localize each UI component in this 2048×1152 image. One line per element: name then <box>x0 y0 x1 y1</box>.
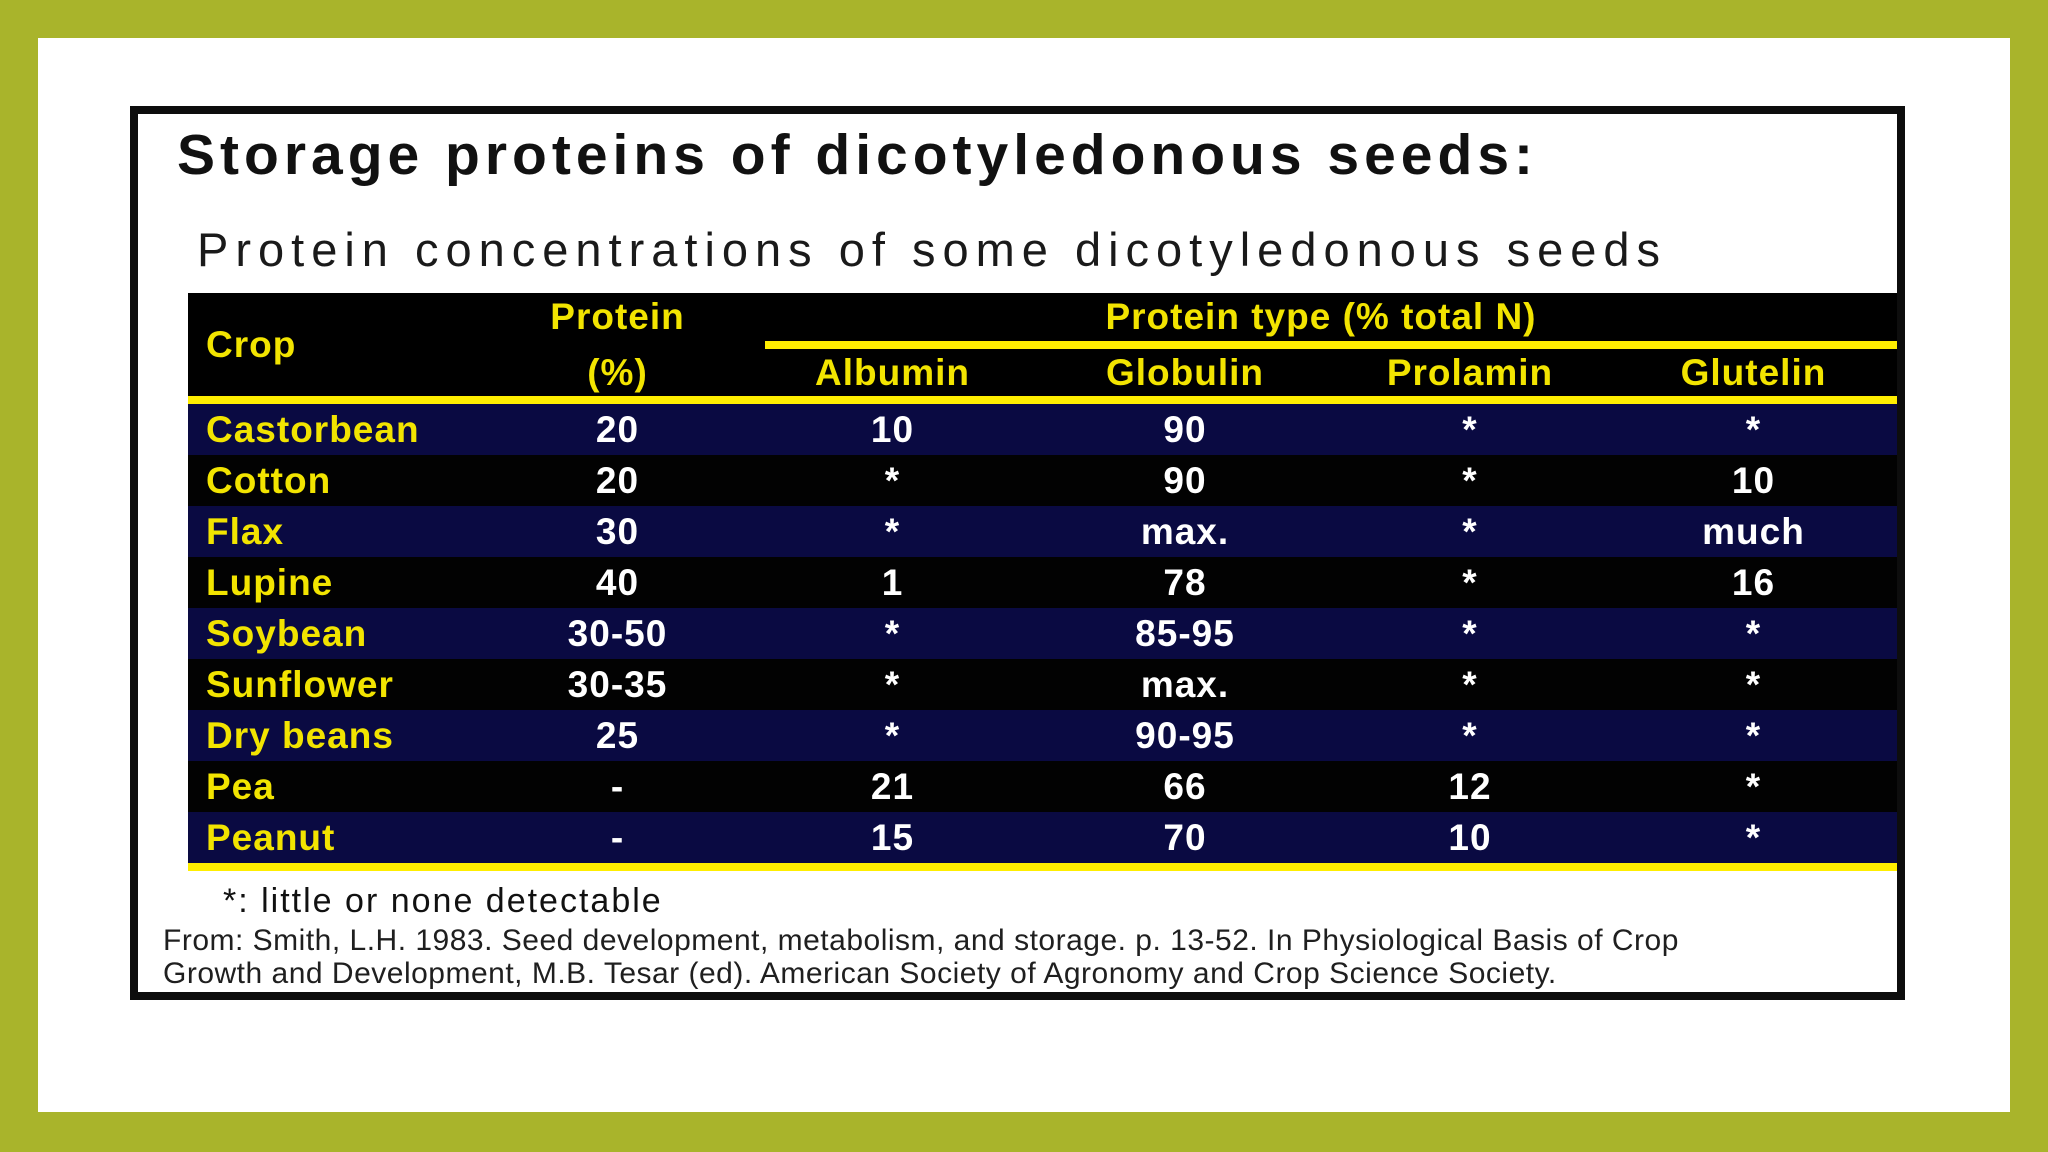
cell-albumin: * <box>884 613 901 654</box>
cell-albumin: 21 <box>870 766 915 807</box>
cell-globulin: max. <box>1140 664 1230 705</box>
cell-globulin: 66 <box>1163 766 1207 807</box>
cell-crop: Lupine <box>206 562 334 603</box>
header-albumin: Albumin <box>815 351 970 393</box>
cell-crop: Peanut <box>206 817 336 858</box>
cell-protein: 25 <box>595 715 640 756</box>
cell-glutelin: * <box>1745 664 1762 705</box>
cell-protein: 40 <box>595 562 640 603</box>
cell-glutelin: much <box>1702 511 1805 552</box>
table-bottom-line <box>188 863 1897 871</box>
cell-prolamin: * <box>1462 409 1478 450</box>
header-globulin: Globulin <box>1105 351 1265 393</box>
cell-crop: Dry beans <box>206 715 394 756</box>
cell-protein: - <box>610 817 625 858</box>
cell-albumin: 10 <box>870 409 915 450</box>
cell-globulin: 90-95 <box>1135 715 1235 756</box>
cell-glutelin: 10 <box>1731 460 1776 501</box>
cell-glutelin: * <box>1745 766 1762 807</box>
cell-crop: Soybean <box>206 613 368 654</box>
source-citation: From: Smith, L.H. 1983. Seed development… <box>163 924 1679 990</box>
table-row: Soybean 30-50 * 85-95 * * <box>188 608 1897 659</box>
cell-prolamin: 12 <box>1448 766 1492 807</box>
page-subtitle: Protein concentrations of some dicotyled… <box>197 223 1667 276</box>
cell-prolamin: * <box>1462 511 1478 552</box>
header-protein: Protein <box>550 296 685 337</box>
cell-crop: Sunflower <box>206 664 394 705</box>
table-row: Cotton 20 * 90 * 10 <box>188 455 1897 506</box>
cell-globulin: 90 <box>1163 460 1207 501</box>
header-protein-percent: (%) <box>587 351 648 393</box>
table-body: Castorbean 20 10 90 * * Cotton 20 * 90 * 10 Flax 30 * m… <box>188 404 1897 863</box>
header-protein-type-group: Protein type (% total N) <box>1105 296 1537 337</box>
page-title: Storage proteins of dicotyledonous seeds… <box>177 123 1539 187</box>
table-row: Peanut - 15 70 10 * <box>188 812 1897 863</box>
cell-albumin: 15 <box>870 817 915 858</box>
cell-glutelin: * <box>1745 817 1762 858</box>
cell-prolamin: * <box>1462 613 1478 654</box>
header-divider-line <box>188 396 1897 404</box>
cell-albumin: * <box>884 511 901 552</box>
table-row: Flax 30 * max. * much <box>188 506 1897 557</box>
cell-glutelin: 16 <box>1731 562 1776 603</box>
table-row: Castorbean 20 10 90 * * <box>188 404 1897 455</box>
table-row: Pea - 21 66 12 * <box>188 761 1897 812</box>
protein-table: Crop Protein (%) Protein type (% total N… <box>188 293 1897 871</box>
cell-globulin: 70 <box>1163 817 1207 858</box>
cell-globulin: 78 <box>1163 562 1207 603</box>
cell-prolamin: * <box>1462 460 1478 501</box>
cell-prolamin: 10 <box>1448 817 1492 858</box>
cell-crop: Castorbean <box>206 409 420 450</box>
cell-globulin: max. <box>1140 511 1230 552</box>
cell-prolamin: * <box>1462 715 1478 756</box>
citation-line-1: From: Smith, L.H. 1983. Seed development… <box>163 924 1679 957</box>
header-prolamin: Prolamin <box>1386 351 1554 393</box>
cell-globulin: 90 <box>1163 409 1207 450</box>
cell-glutelin: * <box>1745 715 1762 756</box>
cell-albumin: * <box>884 715 901 756</box>
table-header: Crop Protein (%) Protein type (% total N… <box>188 293 1897 396</box>
cell-protein: 30 <box>595 511 640 552</box>
slide-background: Storage proteins of dicotyledonous seeds… <box>38 38 2010 1112</box>
cell-protein: 30-35 <box>567 664 668 705</box>
cell-crop: Flax <box>206 511 285 552</box>
group-underline <box>765 341 1897 349</box>
cell-globulin: 85-95 <box>1135 613 1235 654</box>
citation-line-2: Growth and Development, M.B. Tesar (ed).… <box>163 957 1557 990</box>
cell-crop: Cotton <box>206 460 332 501</box>
cell-prolamin: * <box>1462 562 1478 603</box>
cell-protein: 20 <box>595 460 640 501</box>
cell-glutelin: * <box>1745 409 1762 450</box>
header-glutelin: Glutelin <box>1680 351 1827 393</box>
content-box: Storage proteins of dicotyledonous seeds… <box>130 106 1905 1000</box>
asterisk-footnote: *: little or none detectable <box>223 882 663 920</box>
table-row: Sunflower 30-35 * max. * * <box>188 659 1897 710</box>
table-row: Lupine 40 1 78 * 16 <box>188 557 1897 608</box>
cell-prolamin: * <box>1462 664 1478 705</box>
cell-albumin: * <box>884 460 901 501</box>
cell-protein: 20 <box>595 409 640 450</box>
header-crop: Crop <box>206 323 297 365</box>
cell-crop: Pea <box>206 766 275 807</box>
cell-albumin: * <box>884 664 901 705</box>
table-row: Dry beans 25 * 90-95 * * <box>188 710 1897 761</box>
cell-albumin: 1 <box>881 562 904 603</box>
cell-protein: - <box>610 766 625 807</box>
cell-protein: 30-50 <box>567 613 668 654</box>
cell-glutelin: * <box>1745 613 1762 654</box>
